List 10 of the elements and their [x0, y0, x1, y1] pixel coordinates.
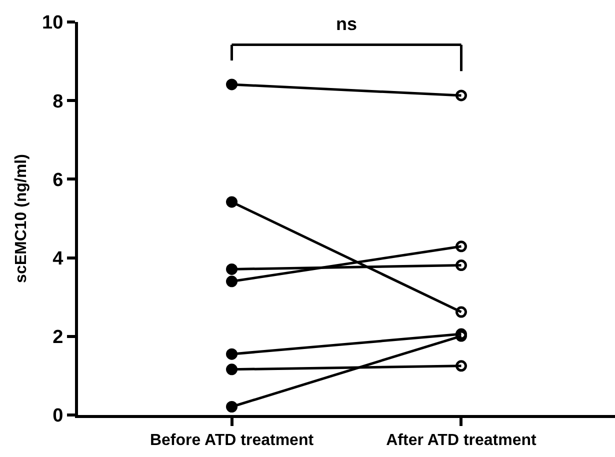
y-tick-label: 2 [52, 327, 64, 348]
y-axis-title: scEMC10 (ng/ml) [12, 154, 30, 283]
y-tick-label: 4 [52, 248, 64, 270]
y-tick-label: 8 [52, 91, 64, 112]
x-tick-label: Before ATD treatment [150, 432, 314, 450]
y-tick-label: 10 [42, 12, 64, 34]
y-tick-label: 6 [52, 170, 64, 191]
x-tick-label: After ATD treatment [386, 432, 538, 450]
y-tick-label: 0 [52, 406, 64, 427]
annotation: ns [336, 14, 358, 34]
